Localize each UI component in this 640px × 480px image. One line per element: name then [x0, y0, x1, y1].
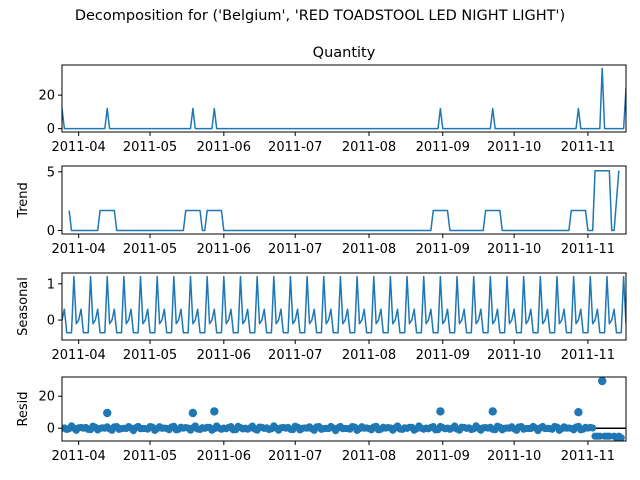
x-tick-label: 2011-04 [51, 449, 105, 464]
x-tick-label: 2011-05 [123, 449, 177, 464]
x-tick-label: 2011-07 [268, 242, 322, 257]
panel-2-data [68, 169, 620, 232]
x-tick-label: 2011-09 [416, 140, 470, 155]
panel-4-data [62, 377, 626, 441]
x-tick-label: 2011-06 [197, 449, 251, 464]
resid-point [589, 424, 597, 432]
panel-2: 0 5 2011-04 2011-05 2011-06 2011-07 2011-08 201… [16, 165, 627, 257]
x-tick-label: 2011-08 [342, 449, 396, 464]
quantity-series-line [62, 67, 626, 130]
x-tick-label: 2011-05 [123, 348, 177, 363]
x-tick-label: 2011-04 [51, 348, 105, 363]
x-tick-label: 2011-05 [123, 242, 177, 257]
panel-1-data [62, 67, 626, 130]
x-tick-label: 2011-11 [561, 348, 615, 363]
resid-outlier-point [574, 408, 583, 417]
x-tick-label: 2011-07 [268, 348, 322, 363]
panel-title: Quantity [313, 45, 376, 61]
x-tick-label: 2011-04 [51, 242, 105, 257]
panel-1: 0 20 2011-04 2011-05 2011-06 2011-07 2011-08 20… [38, 45, 627, 155]
resid-outlier-point [598, 377, 607, 386]
figure-title: Decomposition for ('Belgium', 'RED TOADS… [74, 8, 566, 24]
x-tick-label: 2011-08 [342, 140, 396, 155]
resid-outlier-point [103, 408, 112, 418]
x-tick-label: 2011-06 [197, 348, 251, 363]
panel-4: 0 20 2011-04 2011-05 2011-06 2011-07 2011-08 20… [16, 376, 627, 464]
panel-1-frame [61, 64, 627, 133]
x-tick-label: 2011-04 [51, 140, 105, 155]
x-tick-label: 2011-09 [416, 242, 470, 257]
x-tick-label: 2011-08 [342, 242, 396, 257]
y-tick-label: 5 [47, 165, 55, 180]
trend-series-line [68, 169, 620, 232]
x-tick-label: 2011-07 [268, 140, 322, 155]
x-tick-label: 2011-06 [197, 242, 251, 257]
y-axis-label: Trend [16, 182, 31, 219]
y-tick-label: 20 [38, 89, 55, 104]
x-tick-label: 2011-10 [487, 348, 541, 363]
y-axis-label: Seasonal [16, 277, 31, 336]
panel-4-frame [61, 376, 627, 442]
resid-outlier-point [436, 407, 445, 416]
y-tick-label: 0 [47, 122, 55, 137]
x-tick-label: 2011-05 [123, 140, 177, 155]
y-tick-label: 0 [47, 314, 55, 329]
x-tick-label: 2011-09 [416, 449, 470, 464]
resid-point [617, 434, 625, 441]
y-tick-label: 1 [47, 277, 55, 292]
y-tick-label: 20 [38, 390, 55, 405]
x-tick-label: 2011-10 [487, 449, 541, 464]
x-tick-label: 2011-08 [342, 348, 396, 363]
y-axis-label: Resid [16, 391, 31, 426]
seasonal-series-line [62, 275, 626, 334]
panel-2-frame [61, 165, 627, 235]
x-tick-label: 2011-11 [561, 140, 615, 155]
resid-outlier-point [488, 407, 497, 416]
panel-3-data [62, 275, 626, 334]
resid-outlier-point [210, 407, 219, 416]
x-tick-label: 2011-07 [268, 449, 322, 464]
x-tick-label: 2011-09 [416, 348, 470, 363]
x-tick-label: 2011-11 [561, 449, 615, 464]
x-tick-label: 2011-06 [197, 140, 251, 155]
x-tick-label: 2011-10 [487, 242, 541, 257]
x-tick-label: 2011-10 [487, 140, 541, 155]
x-tick-label: 2011-11 [561, 242, 615, 257]
panel-3-frame [61, 272, 627, 341]
panel-3: 0 1 2011-04 2011-05 2011-06 2011-07 2011-08 201… [16, 272, 627, 363]
y-tick-label: 0 [47, 224, 55, 239]
resid-outlier-point [188, 408, 198, 418]
y-tick-label: 0 [47, 422, 55, 437]
